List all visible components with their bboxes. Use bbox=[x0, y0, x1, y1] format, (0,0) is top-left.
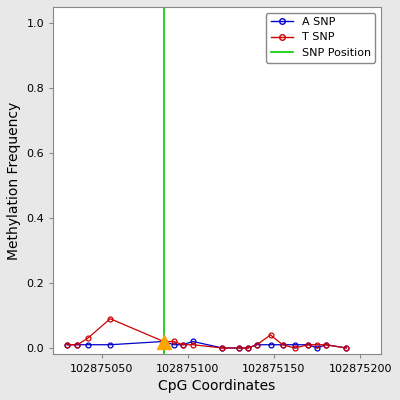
X-axis label: CpG Coordinates: CpG Coordinates bbox=[158, 379, 276, 393]
Legend: A SNP, T SNP, SNP Position: A SNP, T SNP, SNP Position bbox=[266, 12, 375, 62]
Y-axis label: Methylation Frequency: Methylation Frequency bbox=[7, 102, 21, 260]
